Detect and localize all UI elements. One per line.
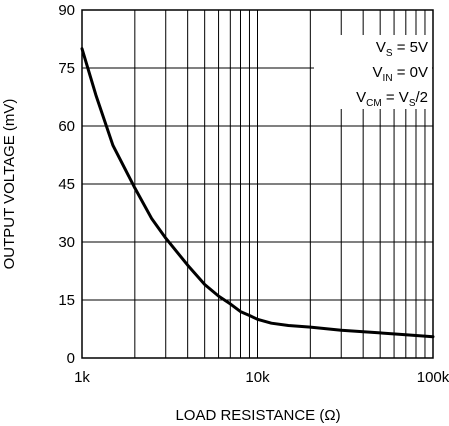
y-axis-title: OUTPUT VOLTAGE (mV) (1, 99, 18, 270)
y-tick-label: 45 (58, 176, 75, 193)
condition-annotation: VCM = VS/2 (356, 89, 428, 109)
annotation-background (314, 35, 432, 109)
condition-annotation: VS = 5V (376, 39, 428, 59)
x-tick-labels: 1k 10k 100k (74, 369, 449, 386)
series-line (80, 47, 435, 339)
condition-annotation: VIN = 0V (373, 64, 428, 84)
y-tick-label: 75 (58, 60, 75, 77)
y-tick-label: 30 (58, 234, 75, 251)
y-tick-labels: 0 15 30 45 60 75 90 (58, 2, 75, 367)
condition-annotations: VS = 5V VIN = 0V VCM = VS/2 (356, 39, 428, 109)
y-tick-label: 15 (58, 292, 75, 309)
plot-frame (81, 9, 434, 359)
y-tick-label: 0 (67, 350, 75, 367)
x-tick-label: 10k (245, 369, 270, 386)
x-axis-title: LOAD RESISTANCE (Ω) (175, 407, 340, 424)
x-tick-label: 1k (74, 369, 90, 386)
x-tick-label: 100k (417, 369, 449, 386)
y-tick-label: 60 (58, 118, 75, 135)
y-tick-label: 90 (58, 2, 75, 19)
